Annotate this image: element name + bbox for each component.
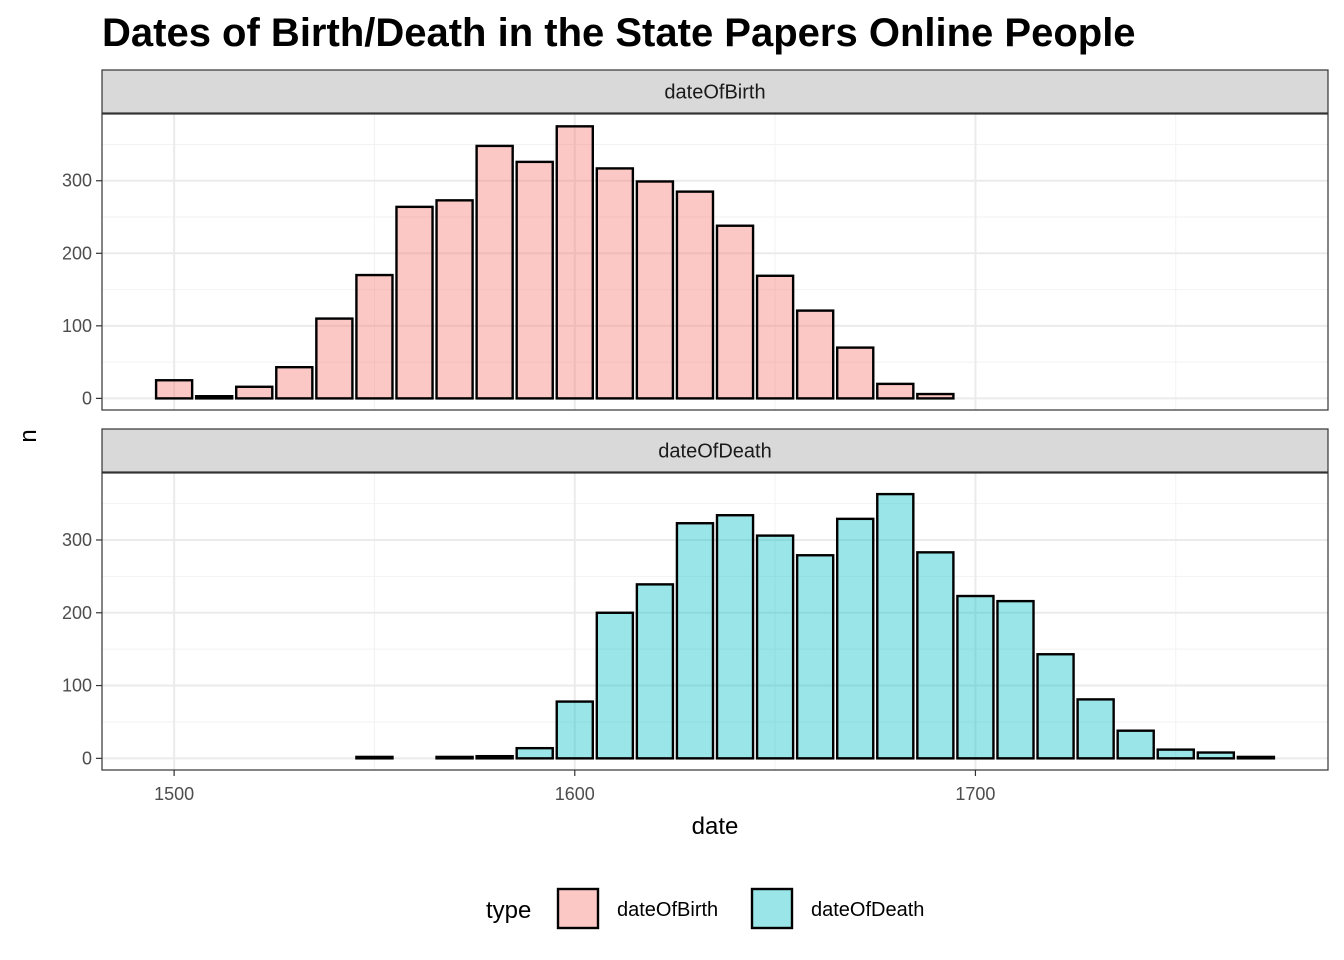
bar-dateOfDeath-1570 [435,755,474,760]
bar-dateOfDeath-1730 [1076,698,1115,760]
legend-key-bg [557,888,599,929]
panel-border [101,472,1329,771]
bar-dateOfBirth-1520 [235,385,274,400]
y-tick-label: 300 [62,530,92,550]
bar-dateOfBirth-1530 [275,365,314,400]
y-tick-label: 200 [62,603,92,623]
bar-dateOfBirth-1670 [835,346,875,400]
bar-dateOfDeath-1650 [755,534,795,760]
bar-dateOfBirth-1600 [555,125,595,400]
bar-dateOfDeath-1680 [876,492,915,760]
bar-dateOfBirth-1560 [395,205,434,400]
facet-dateOfDeath: dateOfDeath 0 100 200 300 [62,428,1329,771]
y-tick-label: 0 [82,388,92,408]
bar-dateOfBirth-1550 [355,273,394,400]
bar-dateOfBirth-1680 [876,382,915,400]
bar-dateOfBirth-1620 [635,180,675,400]
bar-dateOfDeath-1720 [1036,653,1075,760]
y-tick-label: 200 [62,243,92,263]
facet-strip-label: dateOfDeath [658,441,771,463]
bar-dateOfDeath-1770 [1236,755,1276,760]
bar-dateOfBirth-1500 [154,379,194,400]
chart-title: Dates of Birth/Death in the State Papers… [102,11,1136,55]
bar-dateOfDeath-1760 [1196,751,1236,760]
bar-dateOfDeath-1630 [675,522,715,760]
bar-dateOfDeath-1580 [475,754,514,760]
bar-dateOfBirth-1580 [475,144,514,400]
bar-dateOfBirth-1540 [315,317,354,400]
facet-strip [101,428,1329,473]
legend-title: type [486,897,531,924]
y-tick-label: 300 [62,171,92,191]
y-tick-label: 100 [62,676,92,696]
panel-border [101,113,1329,411]
bar-dateOfBirth-1630 [675,190,715,400]
bar-dateOfBirth-1660 [795,309,835,400]
legend-label-dateOfDeath: dateOfDeath [811,899,924,921]
bar-dateOfBirth-1570 [435,199,474,400]
x-axis: 1500 1600 1700 [154,770,995,804]
y-axis-title: n [15,429,42,442]
bar-dateOfDeath-1620 [635,583,675,760]
bar-dateOfDeath-1590 [515,746,554,760]
legend-label-dateOfBirth: dateOfBirth [617,899,718,921]
facet-strip-label: dateOfBirth [664,82,765,104]
x-axis-title: date [692,813,739,840]
y-tick-label: 100 [62,316,92,336]
panel-background [102,114,1328,410]
legend-key-dateOfBirth [556,887,600,930]
panel-background [102,473,1328,770]
bar-dateOfDeath-1600 [555,700,595,760]
bar-dateOfDeath-1660 [795,554,835,760]
bar-dateOfDeath-1640 [715,514,755,760]
bar-dateOfDeath-1690 [916,551,955,760]
facet-dateOfBirth: dateOfBirth 0 100 200 300 [62,69,1329,411]
bar-dateOfBirth-1590 [515,160,554,400]
x-tick-label: 1500 [154,784,194,804]
bar-dateOfDeath-1750 [1156,748,1195,760]
x-tick-label: 1600 [555,784,595,804]
bar-dateOfBirth-1510 [194,395,234,400]
bar-dateOfBirth-1650 [755,274,795,400]
legend-key-bg [751,888,793,929]
bar-dateOfBirth-1610 [595,167,635,400]
y-tick-label: 0 [82,748,92,768]
legend: type dateOfBirth dateOfDeath [486,887,924,930]
legend-key-dateOfDeath [750,887,794,930]
x-tick-label: 1700 [955,784,995,804]
facets: dateOfBirth 0 100 200 300 dateOfDeath 0 100 200 3… [62,69,1329,771]
bar-dateOfDeath-1610 [595,611,635,760]
bar-dateOfDeath-1740 [1116,729,1155,760]
bar-dateOfBirth-1640 [715,224,755,400]
bar-dateOfDeath-1710 [996,599,1035,760]
facet-strip [101,69,1329,114]
bar-dateOfDeath-1670 [835,517,875,760]
bar-dateOfDeath-1700 [956,594,995,760]
bar-dateOfBirth-1690 [916,392,955,400]
bar-dateOfDeath-1550 [355,755,394,760]
